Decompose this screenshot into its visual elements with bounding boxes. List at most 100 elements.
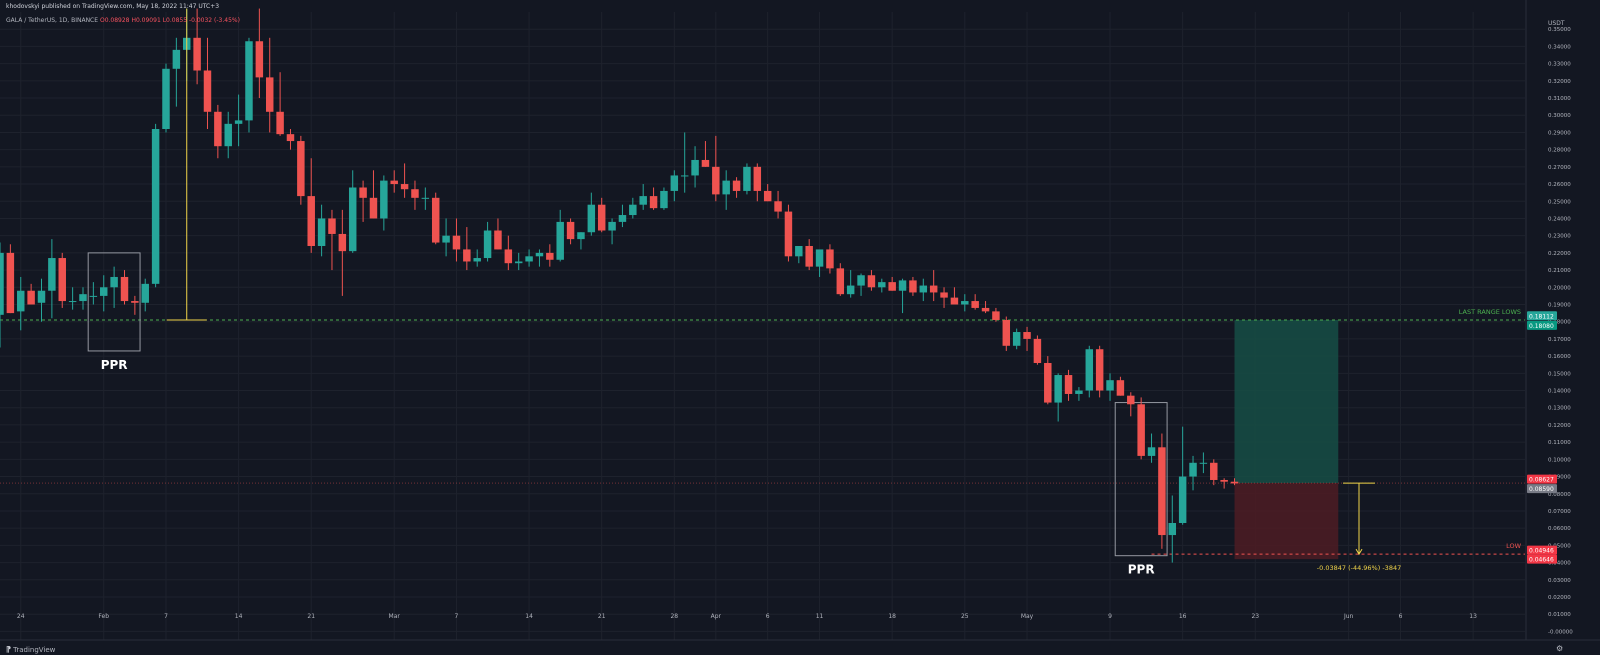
time-tick-label: 21 xyxy=(307,613,315,620)
candle-body xyxy=(1033,338,1042,363)
candle-body xyxy=(1168,523,1177,536)
candle-body xyxy=(1106,380,1114,391)
candle-body xyxy=(660,190,668,209)
candle-body xyxy=(286,134,295,142)
candle-body xyxy=(857,275,865,286)
price-tick-label: 0.33000 xyxy=(1548,62,1571,68)
time-tick-label: 21 xyxy=(598,613,606,620)
price-axis-unit: USDT xyxy=(1548,20,1565,27)
candle-body xyxy=(265,77,274,112)
candle-body xyxy=(961,301,969,305)
price-tick-label: 0.20000 xyxy=(1548,285,1571,291)
candle-body xyxy=(359,187,367,198)
candle-body xyxy=(577,232,585,240)
price-tick-label: 0.16000 xyxy=(1548,354,1571,360)
time-tick-label: 13 xyxy=(1469,613,1477,620)
candle-body xyxy=(162,68,170,129)
candle-body xyxy=(17,290,25,312)
stop-zone xyxy=(1234,483,1339,560)
candle-body xyxy=(224,123,232,147)
candle-body xyxy=(867,275,876,288)
tradingview-logo[interactable]: ⁋ TradingView xyxy=(6,645,55,654)
price-tick-label: 0.26000 xyxy=(1548,182,1571,188)
candle-body xyxy=(1002,319,1011,346)
candle-body xyxy=(1023,332,1031,339)
candle-body xyxy=(369,197,378,219)
candle-body xyxy=(380,180,388,219)
candle-body xyxy=(971,301,979,308)
candle-body xyxy=(1116,380,1125,396)
price-label-bg xyxy=(1527,545,1557,555)
price-tick-label: 0.19000 xyxy=(1548,302,1571,308)
candle-body xyxy=(120,276,129,302)
time-tick-label: 14 xyxy=(235,613,243,620)
candle-body xyxy=(463,249,471,262)
candle-body xyxy=(6,252,15,314)
candle-body xyxy=(795,245,803,257)
candle-body xyxy=(390,180,398,185)
candle-body xyxy=(826,249,834,269)
symbol-info: GALA / TetherUS, 1D, BINANCE O0.08928 H0… xyxy=(6,17,240,24)
settings-icon: ⚙ xyxy=(1556,644,1563,653)
ohlc-low: L0.0855 xyxy=(162,17,188,24)
candle-body xyxy=(691,159,699,176)
candle-body xyxy=(909,280,917,293)
time-tick-label: Apr xyxy=(711,613,722,620)
candle-body xyxy=(1178,476,1187,524)
price-tick-label: 0.01000 xyxy=(1548,612,1571,618)
candle-body xyxy=(597,204,606,231)
candle-body xyxy=(815,249,824,267)
candle-body xyxy=(1075,390,1083,394)
candle-body xyxy=(888,282,896,291)
price-tick-label: 0.27000 xyxy=(1548,165,1571,171)
price-tick-label: 0.07000 xyxy=(1548,509,1571,515)
symbol-name[interactable]: GALA / TetherUS, 1D, BINANCE xyxy=(6,17,99,24)
time-tick-label: 11 xyxy=(816,613,824,620)
price-tick-label: 0.29000 xyxy=(1548,130,1571,136)
price-label-bg xyxy=(1527,484,1557,494)
candle-body xyxy=(1095,349,1104,391)
candle-body xyxy=(1064,375,1073,394)
candle-body xyxy=(431,197,440,243)
price-tick-label: 0.14000 xyxy=(1548,389,1571,395)
time-tick-label: 28 xyxy=(670,613,678,620)
price-tick-label: 0.34000 xyxy=(1548,44,1571,50)
candle-body xyxy=(722,180,730,195)
price-tick-label: 0.22000 xyxy=(1548,251,1571,257)
ppr-label: PPR xyxy=(1128,563,1155,577)
candle-body xyxy=(100,287,108,296)
candle-body xyxy=(297,141,305,197)
candle-body xyxy=(929,285,938,293)
time-tick-label: 14 xyxy=(525,613,533,620)
candle-body xyxy=(608,221,616,231)
time-tick-label: 7 xyxy=(455,613,459,620)
time-tick-label: 24 xyxy=(17,613,25,620)
price-tick-label: -0.00000 xyxy=(1548,629,1573,635)
candle-body xyxy=(245,41,253,121)
price-tick-label: 0.30000 xyxy=(1548,113,1571,119)
ppr-label: PPR xyxy=(101,358,128,372)
candle-body xyxy=(753,166,762,191)
tradingview-icon: ⁋ xyxy=(6,645,12,654)
ohlc-change: -0.0032 (-3.45%) xyxy=(188,17,240,24)
candle-body xyxy=(836,268,845,295)
time-tick-label: 23 xyxy=(1251,613,1259,620)
candle-body xyxy=(110,276,118,288)
price-tick-label: 0.09000 xyxy=(1548,475,1571,481)
ohlc-open: O0.08928 xyxy=(99,17,130,24)
candle-body xyxy=(1199,462,1208,464)
candle-body xyxy=(1054,375,1062,403)
candle-body xyxy=(307,196,315,246)
candle-body xyxy=(992,311,1000,320)
price-tick-label: 0.06000 xyxy=(1548,526,1571,532)
candle-body xyxy=(732,180,741,191)
ohlc-high: H0.09091 xyxy=(131,17,161,24)
time-tick-label: May xyxy=(1021,613,1034,620)
price-label: 0.18112 xyxy=(1529,313,1554,320)
candle-body xyxy=(1189,462,1197,477)
candle-body xyxy=(1012,332,1021,346)
candle-body xyxy=(328,218,336,234)
time-tick-label: Jun xyxy=(1343,613,1354,620)
candle-body xyxy=(131,301,139,303)
